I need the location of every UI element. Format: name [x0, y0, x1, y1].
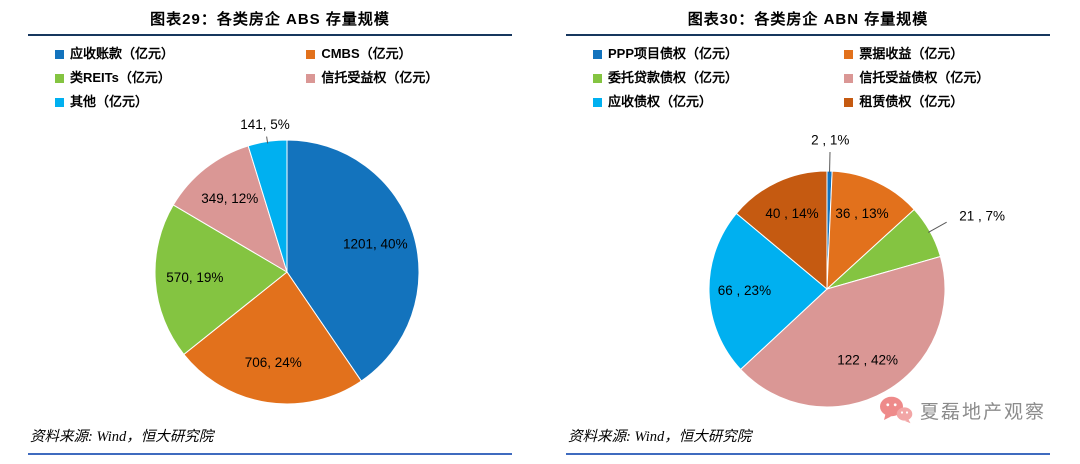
- legend-label: 信托受益债权（亿元）: [859, 70, 990, 85]
- bottom-rule: [28, 453, 512, 455]
- legend-swatch: [55, 73, 64, 83]
- pie-slice: [735, 170, 828, 291]
- pie-slice-label: 349, 12%: [201, 191, 258, 206]
- pie-slice-label: 570, 19%: [166, 270, 223, 285]
- legend-label: 应收账款（亿元）: [70, 46, 175, 61]
- pie-slice-label: 122 , 42%: [837, 352, 898, 367]
- pie-slice: [183, 271, 363, 405]
- chart-title-abs: 图表29：各类房企 ABS 存量规模: [150, 11, 390, 28]
- source-note: 资料来源: Wind，恒大研究院: [30, 429, 214, 445]
- legend-swatch: [844, 73, 854, 83]
- pie-slice-label: 66 , 23%: [718, 283, 771, 298]
- pie-slice-label: 141, 5%: [240, 117, 290, 132]
- pie-slice: [172, 145, 288, 274]
- legend-item: CMBS（亿元）: [306, 44, 512, 64]
- pie-slice: [826, 170, 915, 291]
- pie-slice-label: 21 , 7%: [959, 208, 1005, 223]
- legend-item: 租赁债权（亿元）: [844, 92, 1050, 112]
- watermark-text: 夏磊地产观察: [919, 401, 1046, 423]
- pie-slice-label: 36 , 13%: [835, 206, 888, 221]
- bottom-rule: [566, 453, 1050, 455]
- legend-item: PPP项目债权（亿元）: [593, 44, 844, 64]
- title-underline: [566, 34, 1050, 36]
- pie-chart-area: 2 , 1% 36 , 13% 21 , 7% 122 , 42% 66 , 23% 40…: [566, 114, 1050, 424]
- pie-slice: [708, 212, 828, 371]
- source-note: 资料来源: Wind，恒大研究院: [568, 429, 752, 445]
- legend-swatch: [844, 97, 854, 107]
- legend-item: 应收债权（亿元）: [593, 92, 844, 112]
- title-underline: [28, 34, 512, 36]
- pie-slice: [154, 204, 288, 356]
- legend-label: 类REITs（亿元）: [70, 70, 171, 85]
- legend-label: 其他（亿元）: [70, 94, 149, 109]
- legend-swatch: [844, 49, 854, 59]
- pie-slice-label: 40 , 14%: [765, 206, 818, 221]
- legend-item: 票据收益（亿元）: [844, 44, 1050, 64]
- legend-swatch: [593, 49, 602, 59]
- label-leader-line: [928, 221, 947, 233]
- legend-item: 信托受益权（亿元）: [306, 68, 512, 88]
- label-leader-line: [266, 136, 269, 144]
- legend-swatch: [593, 97, 602, 107]
- legend-label: PPP项目债权（亿元）: [608, 46, 739, 61]
- legend-swatch: [55, 49, 64, 59]
- legend-label: 应收债权（亿元）: [608, 94, 713, 109]
- pie-slice-label: 1201, 40%: [343, 236, 408, 251]
- legend-swatch: [306, 49, 316, 59]
- pie-slice: [286, 139, 420, 382]
- chart-legend-abs: 应收账款（亿元） CMBS（亿元） 类REITs（亿元） 信托受益权（亿元） 其他（亿元…: [28, 36, 512, 114]
- legend-swatch: [593, 73, 602, 83]
- watermark: 夏磊地产观察: [879, 396, 1046, 424]
- wechat-watermark-icon: [879, 396, 913, 424]
- legend-item: 委托贷款债权（亿元）: [593, 68, 844, 88]
- legend-item: 信托受益债权（亿元）: [844, 68, 1050, 88]
- legend-item: 其他（亿元）: [55, 92, 306, 112]
- abn-chart-panel: 图表30：各类房企 ABN 存量规模 PPP项目债权（亿元） 票据收益（亿元） 委托…: [566, 6, 1050, 455]
- chart-title-abn: 图表30：各类房企 ABN 存量规模: [687, 11, 929, 28]
- pie-slice: [739, 255, 946, 408]
- chart-legend-abn: PPP项目债权（亿元） 票据收益（亿元） 委托贷款债权（亿元） 信托受益债权（亿元） 应…: [566, 36, 1050, 114]
- legend-label: 票据收益（亿元）: [859, 46, 964, 61]
- legend-swatch: [55, 97, 64, 107]
- pie-slice-label: 706, 24%: [245, 355, 302, 370]
- legend-item: 应收账款（亿元）: [55, 44, 306, 64]
- abn-pie-chart: 2 , 1% 36 , 13% 21 , 7% 122 , 42% 66 , 23% 40…: [708, 133, 1005, 408]
- legend-item: 类REITs（亿元）: [55, 68, 306, 88]
- abs-chart-panel: 图表29：各类房企 ABS 存量规模 应收账款（亿元） CMBS（亿元） 类REIT…: [28, 6, 512, 455]
- legend-swatch: [306, 73, 316, 83]
- legend-label: 信托受益权（亿元）: [321, 70, 439, 85]
- pie-chart-area: 1201, 40% 706, 24% 570, 19% 349, 12% 141, 5%: [28, 114, 512, 424]
- legend-label: CMBS（亿元）: [321, 46, 412, 61]
- pie-slice-label: 2 , 1%: [811, 133, 849, 148]
- legend-label: 租赁债权（亿元）: [859, 94, 964, 109]
- legend-label: 委托贷款债权（亿元）: [608, 70, 739, 85]
- abs-pie-chart: 1201, 40% 706, 24% 570, 19% 349, 12% 141, 5%: [154, 117, 420, 405]
